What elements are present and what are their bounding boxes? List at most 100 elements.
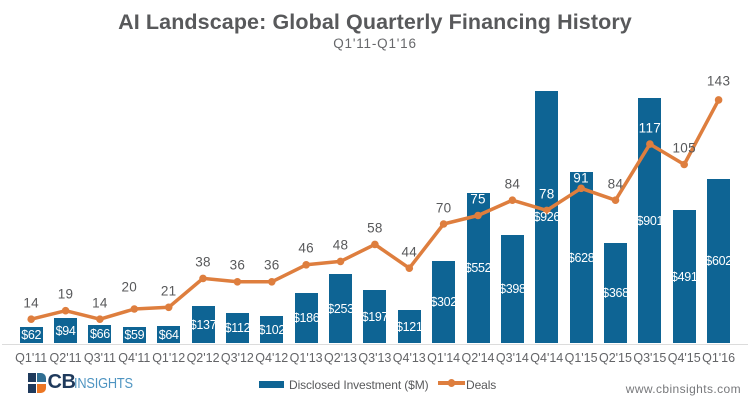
bar-Q4'11 — [122, 327, 146, 344]
deal-marker — [233, 278, 242, 286]
bar-Q1'15 — [569, 172, 593, 344]
x-tick-label: Q1'16 — [702, 350, 736, 365]
deal-marker — [199, 274, 207, 283]
deal-value-label: 117 — [638, 120, 662, 136]
x-tick-label: Q2'13 — [324, 350, 357, 365]
deal-marker — [268, 278, 276, 286]
bar-value-label: $602 — [705, 254, 732, 269]
x-tick-label: Q4'14 — [530, 350, 564, 365]
deal-value-label: 14 — [92, 295, 108, 311]
bar-value-label: $186 — [292, 311, 320, 326]
bar-Q4'12 — [260, 315, 284, 344]
bar-Q2'15 — [603, 243, 627, 344]
bar-value-label: $62 — [21, 328, 42, 343]
deal-value-label: 36 — [263, 257, 280, 273]
bar-value-label: $491 — [670, 269, 698, 284]
deal-marker — [611, 196, 620, 204]
bar-Q4'13 — [397, 310, 421, 344]
bar-Q2'12 — [191, 306, 215, 344]
deal-value-label: 84 — [504, 176, 521, 192]
bar-value-label: $901 — [636, 213, 664, 228]
deal-value-label: 21 — [160, 283, 177, 299]
legend-bar-swatch — [259, 380, 284, 388]
bar-value-label: $926 — [533, 210, 561, 225]
deal-marker — [27, 315, 35, 324]
deal-value-label: 38 — [195, 254, 211, 270]
bar-value-label: $94 — [55, 323, 76, 338]
bar-Q2'14 — [466, 192, 490, 344]
bar-Q1'13 — [294, 292, 318, 344]
website-url: www.cbinsights.com — [625, 382, 741, 396]
bar-Q1'14 — [432, 261, 456, 344]
bar-Q4'14 — [535, 90, 559, 344]
logo-square-bottomleft — [28, 383, 36, 393]
bar-value-label: $197 — [361, 309, 389, 324]
legend-line-label: Deals — [466, 377, 497, 392]
bar-Q3'13 — [363, 289, 387, 344]
deal-value-label: 70 — [435, 200, 452, 215]
deal-marker — [336, 257, 345, 266]
x-tick-label: Q3'11 — [83, 350, 116, 365]
deal-marker — [302, 261, 311, 269]
bar-value-label: $628 — [567, 250, 595, 265]
deal-marker — [543, 206, 551, 215]
x-tick-label: Q4'15 — [667, 350, 701, 365]
chart-subtitle: Q1'11-Q1'16 — [333, 36, 417, 51]
bar-value-label: $112 — [224, 321, 251, 336]
deal-value-label: 44 — [401, 244, 418, 260]
logo-square-topright — [37, 373, 46, 382]
deal-value-label: 58 — [367, 220, 383, 236]
deal-marker — [61, 306, 70, 315]
deal-value-label: 48 — [332, 237, 349, 253]
deal-value-label: 19 — [57, 286, 74, 302]
bar-Q2'13 — [329, 274, 353, 344]
legend-bar-label: Disclosed Investment ($M) — [289, 377, 429, 392]
x-tick-label: Q2'14 — [461, 350, 495, 365]
deal-marker — [439, 220, 448, 228]
deal-value-label: 20 — [121, 279, 138, 295]
deal-marker — [96, 315, 104, 324]
logo-text-insights: INSIGHTS — [74, 374, 133, 392]
bar-value-label: $64 — [158, 327, 179, 342]
bar-Q1'11 — [19, 326, 43, 344]
legend-line-dot — [448, 379, 456, 387]
bar-value-label: $121 — [395, 319, 423, 334]
bar-Q3'12 — [225, 312, 249, 344]
bar-Q3'15 — [638, 97, 662, 344]
x-tick-label: Q4'13 — [392, 350, 426, 365]
bar-Q2'11 — [54, 317, 78, 344]
bar-Q1'16 — [707, 179, 731, 344]
x-tick-label: Q4'12 — [255, 350, 289, 365]
deal-value-label: 143 — [706, 73, 731, 89]
deal-marker — [646, 140, 654, 148]
x-tick-label: Q2'11 — [49, 350, 82, 365]
chart-title: AI Landscape: Global Quarterly Financing… — [118, 10, 632, 34]
deal-value-label: 78 — [538, 186, 555, 202]
bar-value-label: $102 — [258, 322, 286, 337]
x-tick-label: Q1'14 — [427, 350, 461, 365]
x-tick-label: Q1'15 — [564, 350, 598, 365]
x-tick-label: Q3'13 — [358, 350, 392, 365]
deal-marker — [474, 211, 482, 220]
deal-value-label: 84 — [607, 176, 624, 192]
bar-value-label: $398 — [499, 282, 526, 297]
deal-value-label: 91 — [573, 170, 589, 186]
x-tick-label: Q1'12 — [152, 350, 186, 365]
deal-value-label: 105 — [672, 140, 696, 156]
bar-Q3'11 — [88, 325, 112, 344]
x-tick-label: Q2'12 — [186, 350, 220, 365]
x-tick-label: Q2'15 — [599, 350, 632, 365]
bar-Q3'14 — [500, 234, 524, 344]
logo-text-cb: CB — [47, 371, 76, 393]
logo-square-topleft — [28, 373, 36, 382]
x-axis-line — [2, 344, 748, 345]
deal-marker — [680, 160, 688, 169]
bar-Q4'15 — [672, 209, 696, 344]
deal-marker — [508, 196, 517, 204]
logo-square-bottomright — [37, 383, 46, 393]
bar-value-label: $66 — [89, 327, 110, 342]
deal-marker — [577, 184, 585, 193]
